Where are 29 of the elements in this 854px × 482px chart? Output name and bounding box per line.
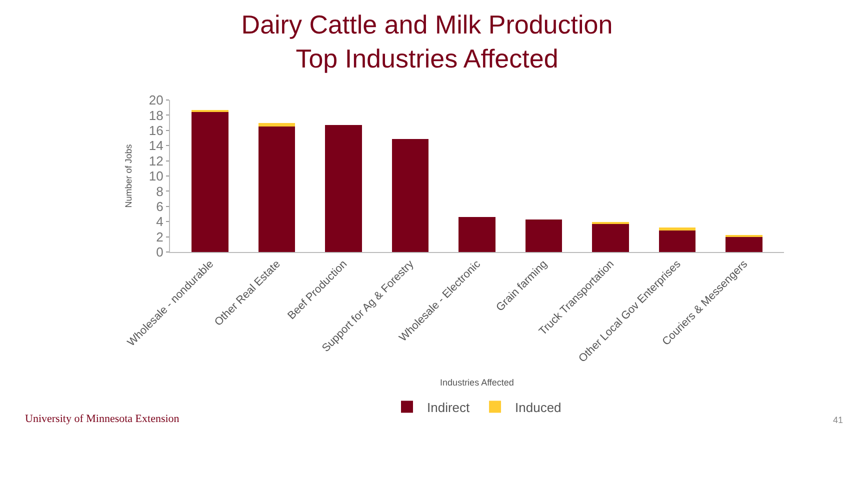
bar	[658, 230, 696, 252]
y-tick-label: 2	[156, 229, 164, 244]
y-tick-label: 16	[148, 122, 164, 138]
legend-label: Induced	[515, 400, 562, 415]
y-tick-label: 6	[156, 198, 164, 214]
bar	[458, 217, 496, 252]
y-tick-label: 20	[148, 92, 164, 108]
bar	[525, 219, 562, 252]
legend-label: Indirect	[427, 400, 470, 415]
bar	[325, 125, 362, 252]
text: University of Minnesota Extension	[25, 413, 180, 425]
y-tick-label: 18	[148, 108, 164, 123]
bar	[592, 224, 629, 252]
bar	[192, 111, 228, 252]
y-tick-label: 8	[156, 184, 164, 199]
bar	[258, 122, 296, 127]
text: 41	[833, 415, 844, 425]
y-tick-label: 12	[148, 153, 164, 168]
bar	[658, 228, 696, 231]
y-tick-label: 4	[156, 214, 164, 230]
chart-title: Dairy Cattle and Milk Production Top Industries Affected	[241, 10, 613, 74]
y-tick-label: 0	[156, 244, 164, 260]
y-axis-title: Number of Jobs	[123, 144, 134, 208]
x-axis-title: Industries Affected	[440, 378, 514, 388]
bar	[392, 138, 429, 252]
bar	[258, 126, 296, 252]
y-tick-label: 14	[148, 138, 164, 154]
y-tick-label: 10	[148, 168, 164, 184]
bar	[726, 236, 762, 252]
